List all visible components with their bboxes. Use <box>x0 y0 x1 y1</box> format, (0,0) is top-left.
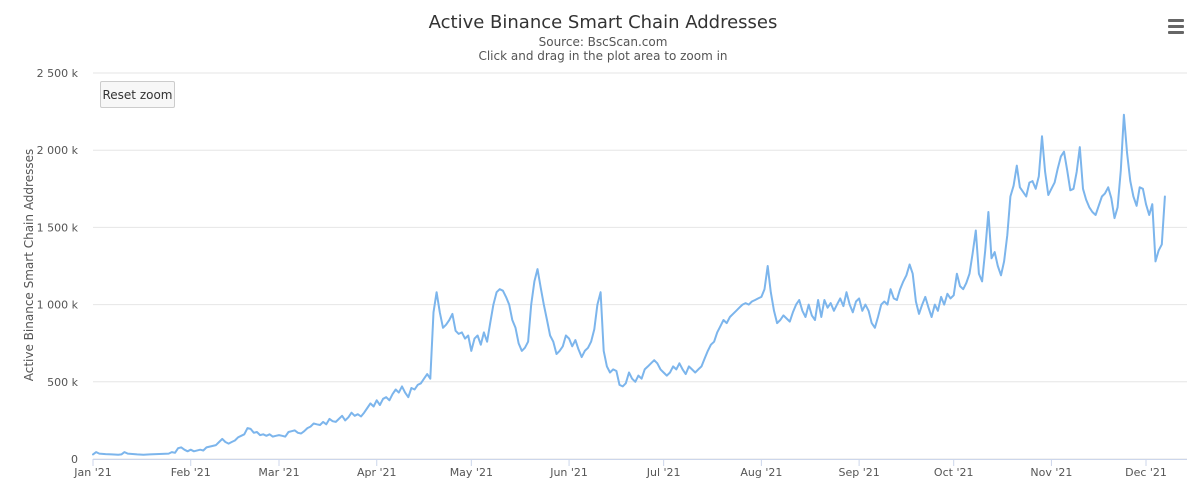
x-tick-label: Aug '21 <box>740 466 782 479</box>
chart-title: Active Binance Smart Chain Addresses <box>429 12 778 33</box>
x-tick-label: Oct '21 <box>934 466 974 479</box>
y-tick-label: 2 500 k <box>37 67 79 80</box>
x-tick-label: Sep '21 <box>838 466 879 479</box>
reset-zoom-button[interactable]: Reset zoom <box>100 81 175 108</box>
x-tick-label: Nov '21 <box>1030 466 1072 479</box>
x-axis-ticks: Jan '21 Feb '21 Mar '21 Apr '21 May '21 Jun '… <box>73 459 1167 479</box>
y-tick-label: 2 000 k <box>37 144 79 157</box>
hamburger-menu-icon-bar <box>1168 25 1184 28</box>
hamburger-menu-icon-bar <box>1168 31 1184 34</box>
x-tick-label: May '21 <box>450 466 493 479</box>
series-line[interactable] <box>92 113 1166 456</box>
chart-menu-button[interactable] <box>1164 14 1188 36</box>
y-tick-label: 0 <box>71 453 78 466</box>
chart-subtitle-hint: Click and drag in the plot area to zoom … <box>478 49 727 63</box>
hamburger-menu-icon <box>1168 19 1184 22</box>
x-tick-label: Jan '21 <box>73 466 111 479</box>
x-tick-label: Jul '21 <box>646 466 681 479</box>
y-tick-label: 1 500 k <box>37 221 79 234</box>
y-tick-label: 500 k <box>47 376 78 389</box>
x-tick-label: Feb '21 <box>171 466 211 479</box>
x-tick-label: Apr '21 <box>357 466 397 479</box>
gridlines <box>93 72 1187 460</box>
x-tick-label: Jun '21 <box>549 466 588 479</box>
plot-area[interactable] <box>93 73 1187 459</box>
series-layer <box>92 113 1166 456</box>
chart-subtitle-source: Source: BscScan.com <box>539 35 668 49</box>
y-axis-title: Active Binance Smart Chain Addresses <box>22 149 36 382</box>
y-tick-label: 1 000 k <box>37 299 79 312</box>
x-tick-label: Mar '21 <box>258 466 299 479</box>
y-axis-ticks: 0 500 k 1 000 k 1 500 k 2 000 k 2 500 k <box>37 67 79 466</box>
x-tick-label: Dec '21 <box>1125 466 1167 479</box>
